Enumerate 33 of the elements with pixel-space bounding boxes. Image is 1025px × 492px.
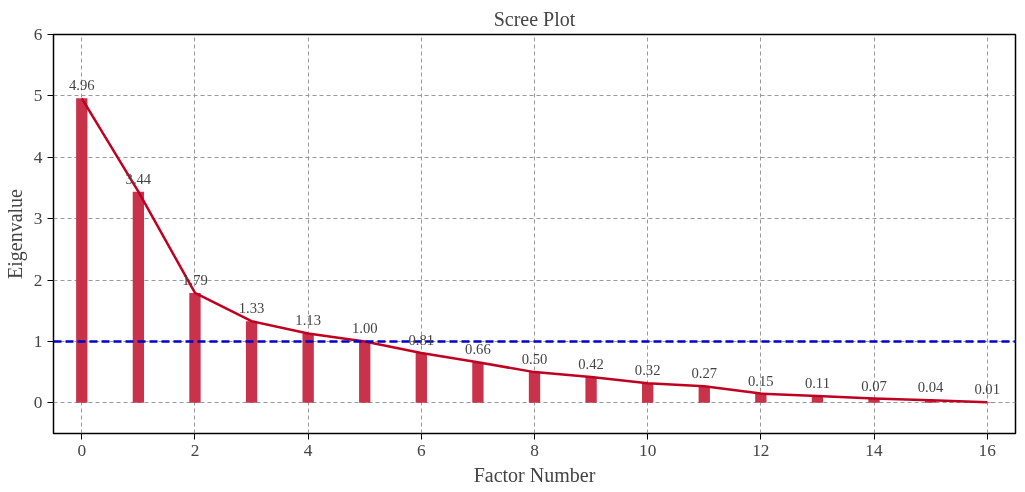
data-label: 0.04 [917, 379, 945, 396]
data-label: 0.50 [521, 351, 548, 368]
data-label: 0.11 [804, 375, 830, 392]
x-tick-label: 6 [416, 440, 426, 460]
y-tick-label: 0 [33, 393, 43, 413]
x-tick-label: 16 [978, 440, 997, 460]
data-label: 0.01 [974, 381, 1001, 398]
y-tick-label: 6 [33, 25, 43, 44]
chart-title: Scree Plot [493, 7, 576, 30]
x-tick-label: 12 [752, 440, 770, 460]
data-label: 0.07 [861, 377, 887, 394]
y-tick-label: 5 [33, 86, 43, 106]
data-label: 1.33 [238, 300, 265, 317]
data-label: 1.13 [295, 312, 321, 329]
x-tick-label: 2 [190, 440, 200, 460]
data-label: 0.66 [465, 341, 491, 358]
x-tick-label: 14 [865, 440, 884, 460]
y-tick-label: 4 [33, 147, 43, 167]
x-tick-label: 0 [77, 440, 87, 460]
data-label: 0.15 [748, 372, 774, 389]
y-tick-label: 3 [33, 209, 43, 229]
x-axis-title: Factor Number [473, 463, 596, 486]
y-tick-label: 2 [33, 270, 43, 290]
x-tick-label: 8 [530, 440, 539, 460]
data-label: 0.32 [634, 362, 661, 379]
y-axis-title: Eigenvalue [3, 188, 27, 279]
data-label: 0.27 [691, 365, 718, 382]
data-label: 0.42 [578, 356, 604, 373]
x-tick-label: 10 [639, 440, 657, 460]
data-label: 4.96 [68, 77, 95, 94]
x-tick-label: 4 [303, 440, 313, 460]
data-label: 1.00 [351, 320, 378, 337]
y-tick-label: 1 [33, 331, 43, 351]
